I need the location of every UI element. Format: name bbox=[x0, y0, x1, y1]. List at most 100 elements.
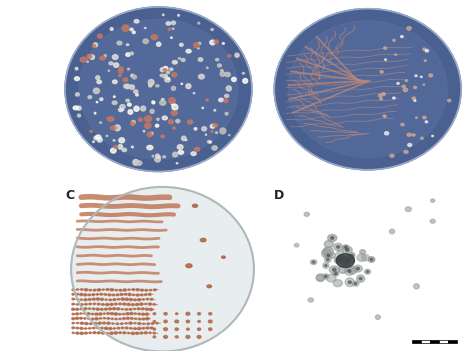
Ellipse shape bbox=[401, 124, 404, 126]
Ellipse shape bbox=[325, 265, 327, 267]
Ellipse shape bbox=[93, 43, 98, 47]
Ellipse shape bbox=[331, 237, 334, 239]
Ellipse shape bbox=[156, 85, 159, 87]
Ellipse shape bbox=[128, 68, 130, 70]
Ellipse shape bbox=[169, 98, 175, 103]
Ellipse shape bbox=[186, 49, 191, 53]
Ellipse shape bbox=[210, 40, 215, 45]
Ellipse shape bbox=[172, 104, 178, 110]
Ellipse shape bbox=[100, 122, 101, 123]
Ellipse shape bbox=[274, 9, 461, 170]
Ellipse shape bbox=[92, 141, 94, 142]
Ellipse shape bbox=[122, 148, 127, 152]
Ellipse shape bbox=[403, 88, 408, 92]
Ellipse shape bbox=[177, 145, 183, 149]
Ellipse shape bbox=[362, 254, 369, 261]
Ellipse shape bbox=[109, 308, 111, 310]
Ellipse shape bbox=[110, 289, 113, 291]
Ellipse shape bbox=[138, 118, 143, 121]
Ellipse shape bbox=[98, 34, 102, 38]
Ellipse shape bbox=[96, 102, 98, 103]
Ellipse shape bbox=[84, 318, 86, 319]
Ellipse shape bbox=[137, 308, 140, 310]
Ellipse shape bbox=[148, 294, 151, 295]
Ellipse shape bbox=[356, 275, 365, 282]
Text: B: B bbox=[274, 12, 284, 25]
Ellipse shape bbox=[114, 145, 118, 148]
Ellipse shape bbox=[118, 327, 119, 329]
Ellipse shape bbox=[93, 327, 95, 329]
Ellipse shape bbox=[235, 53, 239, 57]
Ellipse shape bbox=[104, 294, 107, 295]
Ellipse shape bbox=[176, 119, 180, 123]
Ellipse shape bbox=[163, 66, 168, 71]
Ellipse shape bbox=[123, 289, 126, 291]
Ellipse shape bbox=[325, 275, 327, 277]
Ellipse shape bbox=[71, 187, 254, 351]
Ellipse shape bbox=[324, 240, 334, 248]
Ellipse shape bbox=[357, 254, 366, 261]
Ellipse shape bbox=[336, 254, 355, 267]
Ellipse shape bbox=[146, 308, 148, 310]
Ellipse shape bbox=[175, 320, 179, 323]
Ellipse shape bbox=[118, 299, 119, 300]
Ellipse shape bbox=[216, 59, 219, 61]
Ellipse shape bbox=[213, 125, 215, 127]
Ellipse shape bbox=[80, 332, 83, 334]
Ellipse shape bbox=[103, 313, 105, 314]
Ellipse shape bbox=[76, 304, 78, 305]
Ellipse shape bbox=[170, 68, 173, 71]
Ellipse shape bbox=[188, 120, 193, 124]
Ellipse shape bbox=[349, 253, 355, 258]
Ellipse shape bbox=[328, 253, 336, 258]
Ellipse shape bbox=[165, 78, 170, 82]
Ellipse shape bbox=[105, 308, 107, 310]
Ellipse shape bbox=[150, 299, 153, 300]
Ellipse shape bbox=[219, 98, 223, 102]
Ellipse shape bbox=[383, 47, 387, 49]
Ellipse shape bbox=[72, 332, 74, 333]
Ellipse shape bbox=[346, 264, 347, 265]
Ellipse shape bbox=[112, 294, 115, 296]
Ellipse shape bbox=[81, 322, 83, 324]
Ellipse shape bbox=[375, 315, 380, 320]
Ellipse shape bbox=[127, 317, 129, 320]
Ellipse shape bbox=[348, 266, 357, 274]
Ellipse shape bbox=[171, 37, 173, 38]
Ellipse shape bbox=[80, 313, 82, 314]
Bar bbox=[448, 340, 457, 343]
Ellipse shape bbox=[334, 243, 343, 251]
Ellipse shape bbox=[89, 303, 91, 305]
Ellipse shape bbox=[90, 323, 92, 324]
Ellipse shape bbox=[348, 281, 351, 284]
Ellipse shape bbox=[131, 318, 133, 319]
Ellipse shape bbox=[107, 313, 109, 315]
Ellipse shape bbox=[128, 333, 129, 334]
Ellipse shape bbox=[365, 269, 371, 274]
Ellipse shape bbox=[340, 257, 343, 260]
Ellipse shape bbox=[95, 313, 98, 315]
Ellipse shape bbox=[92, 294, 95, 296]
Ellipse shape bbox=[186, 264, 192, 268]
Ellipse shape bbox=[157, 118, 159, 120]
Ellipse shape bbox=[72, 308, 74, 310]
Ellipse shape bbox=[147, 132, 152, 137]
Ellipse shape bbox=[380, 71, 383, 73]
Ellipse shape bbox=[201, 238, 206, 242]
Ellipse shape bbox=[132, 120, 135, 124]
Ellipse shape bbox=[325, 257, 331, 263]
Ellipse shape bbox=[397, 83, 399, 84]
Ellipse shape bbox=[123, 332, 126, 334]
Ellipse shape bbox=[135, 318, 137, 320]
Ellipse shape bbox=[161, 135, 164, 138]
Ellipse shape bbox=[308, 298, 313, 302]
Ellipse shape bbox=[160, 100, 166, 105]
Ellipse shape bbox=[119, 318, 121, 320]
Ellipse shape bbox=[133, 294, 135, 295]
Ellipse shape bbox=[163, 75, 167, 78]
Ellipse shape bbox=[329, 266, 339, 274]
Ellipse shape bbox=[96, 76, 100, 80]
Ellipse shape bbox=[425, 121, 428, 123]
Ellipse shape bbox=[103, 322, 105, 324]
Ellipse shape bbox=[145, 116, 152, 122]
